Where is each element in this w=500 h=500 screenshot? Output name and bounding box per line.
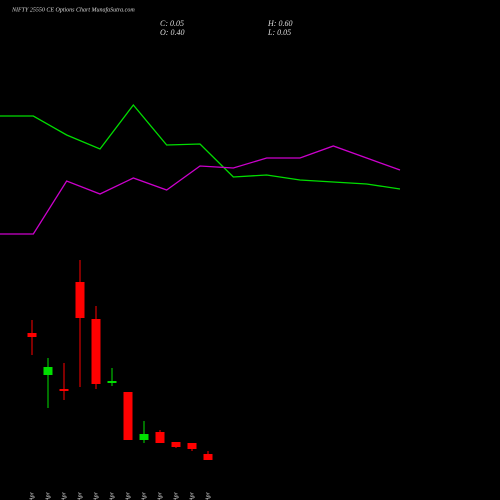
high-label: H: 0.60 bbox=[267, 19, 292, 28]
x-tick-label: 09 Apr bbox=[93, 491, 99, 500]
low-label: L: 0.05 bbox=[267, 28, 291, 37]
line-series bbox=[0, 145, 401, 235]
candle-body bbox=[123, 392, 133, 440]
candle-body bbox=[59, 389, 69, 391]
chart-title: NIFTY 25550 CE Options Chart MunafaSutra… bbox=[11, 6, 135, 13]
x-tick-label: 10 Apr bbox=[109, 491, 115, 500]
candle-body bbox=[171, 442, 181, 447]
line-series bbox=[0, 103, 401, 190]
candle-body bbox=[91, 319, 101, 384]
candle-body bbox=[43, 367, 53, 375]
x-tick-label: 21 Apr bbox=[205, 491, 211, 500]
candle-body bbox=[75, 282, 85, 318]
x-tick-label: 11 Apr bbox=[125, 491, 131, 500]
candle-body bbox=[203, 454, 213, 460]
x-tick-label: 16 Apr bbox=[157, 491, 163, 500]
x-tick-label: 07 Apr bbox=[61, 491, 67, 500]
x-tick-label: 02 Apr bbox=[29, 491, 35, 500]
candle-body bbox=[155, 432, 165, 443]
candle-body bbox=[27, 333, 37, 337]
candle-body bbox=[187, 443, 197, 449]
close-label: C: 0.05 bbox=[160, 19, 184, 28]
x-tick-label: 15 Apr bbox=[141, 491, 147, 500]
candle-body bbox=[139, 434, 149, 440]
candle-body bbox=[107, 381, 117, 383]
x-tick-label: 03 Apr bbox=[45, 491, 51, 500]
x-tick-label: 08 Apr bbox=[77, 491, 83, 500]
x-tick-label: 20 Apr bbox=[189, 491, 195, 500]
x-tick-label: 17 Apr bbox=[173, 491, 179, 500]
open-label: O: 0.40 bbox=[160, 28, 184, 37]
